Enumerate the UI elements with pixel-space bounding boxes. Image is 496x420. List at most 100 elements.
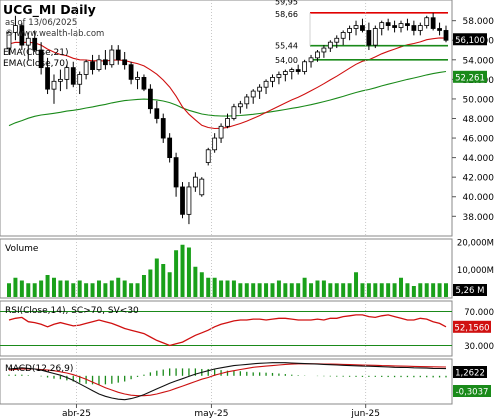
candle-body bbox=[32, 37, 38, 51]
price-tick-label: 58.000 bbox=[463, 17, 495, 27]
volume-bar bbox=[84, 283, 89, 297]
volume-bar bbox=[341, 283, 346, 297]
price-tick-label: 42.000 bbox=[463, 174, 495, 184]
volume-bars bbox=[7, 244, 448, 297]
volume-bar bbox=[186, 247, 191, 297]
candle-body bbox=[437, 28, 442, 31]
candle-body bbox=[424, 17, 430, 26]
candle-body bbox=[315, 51, 320, 59]
volume-bar bbox=[411, 286, 416, 297]
volume-bar bbox=[161, 264, 166, 297]
volume-bar bbox=[212, 277, 217, 297]
candles bbox=[6, 12, 449, 225]
candle-body bbox=[122, 59, 128, 66]
macd-last-label: 1,2622 bbox=[455, 369, 485, 379]
volume-bar bbox=[96, 280, 101, 297]
candle-body bbox=[270, 77, 275, 82]
volume-bar bbox=[328, 283, 333, 297]
volume-title: Volume bbox=[5, 244, 39, 254]
volume-bar bbox=[360, 283, 365, 297]
candle-body bbox=[141, 77, 147, 90]
candle-body bbox=[6, 32, 12, 49]
volume-bar bbox=[264, 283, 269, 297]
volume-bar bbox=[19, 280, 24, 297]
volume-axis: 10,000M 20,000M 5,26 M bbox=[453, 239, 494, 296]
volume-bar bbox=[366, 283, 371, 297]
candle-body bbox=[392, 25, 397, 28]
volume-bar bbox=[180, 244, 185, 297]
candle-body bbox=[58, 78, 63, 82]
price-tick-label: 40.000 bbox=[463, 193, 495, 203]
macd-hist-label: -0,3037 bbox=[456, 388, 489, 398]
candle-body bbox=[302, 61, 308, 72]
candle-body bbox=[430, 17, 436, 29]
volume-bar bbox=[283, 283, 288, 297]
candle-body bbox=[321, 47, 327, 53]
volume-bar bbox=[309, 283, 314, 297]
candle-body bbox=[405, 23, 410, 26]
candle-body bbox=[13, 25, 18, 33]
volume-bar bbox=[77, 280, 82, 297]
ema70-badge bbox=[453, 70, 487, 83]
volume-bar bbox=[386, 283, 391, 297]
candle-body bbox=[167, 137, 173, 159]
volume-bar bbox=[257, 283, 262, 297]
volume-bar bbox=[154, 258, 159, 297]
volume-bar bbox=[251, 283, 256, 297]
price-tick-label: 46.000 bbox=[463, 135, 495, 145]
candle-body bbox=[205, 149, 211, 163]
candle-body bbox=[160, 118, 166, 139]
volume-bar bbox=[276, 280, 281, 297]
rsi-panel bbox=[0, 300, 453, 357]
volume-bar bbox=[437, 283, 442, 297]
candle-body bbox=[308, 57, 314, 63]
candle-body bbox=[173, 157, 179, 188]
candle-body bbox=[225, 118, 230, 127]
volume-last-badge bbox=[453, 284, 487, 296]
candle-body bbox=[77, 74, 83, 85]
rsi-tick-label: 30.000 bbox=[464, 342, 494, 352]
volume-bar bbox=[39, 280, 44, 297]
volume-bar bbox=[122, 280, 127, 297]
volume-bar bbox=[64, 280, 69, 297]
candle-body bbox=[353, 25, 359, 29]
rsi-path bbox=[8, 314, 447, 347]
volume-bar bbox=[7, 283, 11, 297]
candle-body bbox=[128, 64, 134, 80]
volume-bar bbox=[206, 277, 211, 297]
candle-body bbox=[379, 22, 385, 29]
volume-bar bbox=[135, 283, 140, 297]
candle-body bbox=[250, 90, 256, 98]
candle-body bbox=[327, 41, 333, 49]
volume-bar bbox=[193, 266, 198, 297]
volume-bar bbox=[174, 250, 179, 297]
candle-body bbox=[212, 137, 218, 151]
candle-body bbox=[135, 77, 140, 80]
candle-body bbox=[19, 25, 25, 46]
volume-bar bbox=[270, 283, 275, 297]
macd-lines bbox=[8, 362, 447, 401]
price-axis: 38.000 40.000 42.000 44.000 46.000 48.000 50.0… bbox=[452, 17, 494, 223]
rsi-last-badge bbox=[453, 320, 491, 333]
volume-bar bbox=[90, 283, 95, 297]
candle-body bbox=[385, 22, 391, 26]
candle-body bbox=[38, 49, 44, 69]
volume-tick-label: 10,000M bbox=[457, 266, 494, 276]
macd-last-badge bbox=[453, 366, 487, 378]
volume-bar bbox=[238, 283, 243, 297]
volume-bar bbox=[32, 283, 37, 297]
volume-bar bbox=[58, 280, 63, 297]
volume-bar bbox=[244, 283, 249, 297]
candle-body bbox=[218, 125, 224, 139]
candle-body bbox=[372, 28, 378, 46]
last-price-badge bbox=[453, 33, 487, 46]
candle-body bbox=[398, 23, 404, 28]
rsi-title: RSI(Close,14), SC>70, SV<30 bbox=[5, 306, 139, 316]
candle-body bbox=[64, 67, 70, 80]
volume-bar bbox=[231, 280, 236, 297]
volume-bar bbox=[71, 283, 76, 297]
candle-body bbox=[147, 88, 153, 110]
candle-body bbox=[186, 186, 192, 215]
volume-bar bbox=[418, 283, 423, 297]
